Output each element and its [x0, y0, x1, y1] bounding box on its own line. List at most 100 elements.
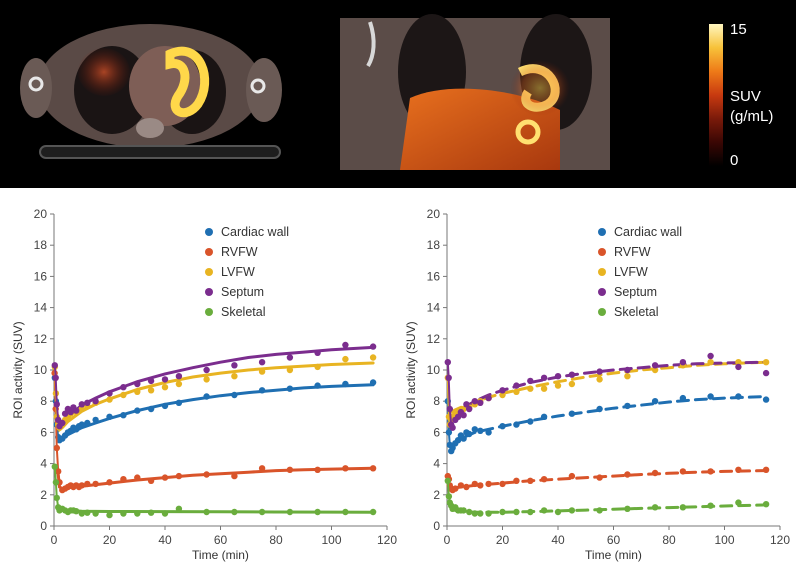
- data-point-skeletal: [120, 510, 127, 517]
- legend-marker: [205, 268, 213, 276]
- data-point-cardiac-wall: [147, 405, 155, 413]
- data-point-rvfw: [84, 480, 91, 488]
- y-tick-label: 14: [427, 301, 441, 315]
- data-point-septum: [596, 368, 603, 375]
- data-point-cardiac-wall: [175, 399, 183, 406]
- x-tick-label: 0: [51, 533, 58, 547]
- data-point-cardiac-wall: [92, 416, 99, 424]
- data-point-skeletal: [679, 504, 687, 511]
- data-point-septum: [707, 352, 714, 360]
- data-point-lvfw: [568, 380, 576, 388]
- data-point-rvfw: [457, 482, 465, 489]
- data-point-septum: [51, 362, 58, 369]
- data-point-skeletal: [707, 502, 714, 509]
- legend-label: LVFW: [614, 265, 648, 279]
- data-point-rvfw: [624, 471, 631, 478]
- data-point-skeletal: [134, 510, 141, 517]
- data-point-cardiac-wall: [651, 398, 659, 405]
- data-point-rvfw: [106, 479, 113, 486]
- data-point-septum: [369, 343, 377, 350]
- data-point-rvfw: [568, 472, 576, 480]
- data-point-skeletal: [466, 508, 473, 516]
- y-tick-label: 8: [40, 394, 47, 408]
- data-point-septum: [231, 362, 238, 369]
- data-point-cardiac-wall: [707, 393, 714, 400]
- legend-marker: [205, 288, 213, 296]
- data-point-septum: [92, 398, 99, 405]
- data-point-skeletal: [485, 510, 492, 517]
- data-point-rvfw: [92, 480, 99, 488]
- data-point-septum: [762, 369, 770, 377]
- data-point-septum: [59, 419, 66, 427]
- data-point-septum: [485, 394, 492, 402]
- data-point-cardiac-wall: [485, 429, 492, 436]
- data-point-skeletal: [175, 505, 183, 512]
- axial-slice: [20, 24, 282, 159]
- data-point-lvfw: [596, 376, 603, 383]
- data-point-skeletal: [540, 507, 548, 514]
- data-point-septum: [471, 398, 478, 405]
- y-tick-label: 20: [427, 207, 441, 221]
- x-axis-label: Time (min): [192, 548, 249, 562]
- data-point-cardiac-wall: [286, 385, 294, 392]
- chart-panel-left: 0 2 4 6 8 10 12 14 16 18 20 0 20 40 60 80 100 120 Time (mi…: [11, 207, 397, 562]
- x-tick-label: 60: [607, 533, 621, 547]
- data-point-lvfw: [120, 391, 127, 399]
- y-tick-label: 2: [40, 488, 47, 502]
- x-tick-label: 120: [377, 533, 397, 547]
- y-tick-label: 0: [433, 519, 440, 533]
- data-point-skeletal: [554, 508, 562, 516]
- colorbar-gradient: [709, 24, 723, 166]
- data-point-septum: [78, 401, 86, 408]
- x-tick-label: 40: [158, 533, 172, 547]
- pet-ct-image-panel: 15 SUV (g/mL) 0: [0, 0, 796, 188]
- data-point-skeletal: [231, 508, 238, 516]
- colorbar-unit-label-line2: (g/mL): [730, 108, 774, 125]
- data-point-septum: [651, 362, 659, 369]
- data-point-skeletal: [596, 507, 603, 514]
- data-point-cardiac-wall: [477, 427, 484, 434]
- data-point-skeletal: [499, 508, 506, 516]
- data-point-skeletal: [624, 505, 631, 512]
- data-point-lvfw: [106, 396, 113, 403]
- data-point-skeletal: [477, 510, 484, 517]
- data-point-rvfw: [161, 474, 169, 481]
- legend-marker: [598, 288, 606, 296]
- data-point-lvfw: [540, 385, 548, 392]
- data-point-septum: [314, 349, 321, 356]
- data-point-lvfw: [527, 385, 534, 392]
- data-point-septum: [463, 401, 470, 408]
- data-point-rvfw: [231, 472, 238, 480]
- legend-marker: [205, 228, 213, 236]
- data-point-lvfw: [651, 366, 659, 374]
- data-point-rvfw: [452, 485, 459, 492]
- data-point-rvfw: [369, 465, 377, 472]
- data-point-rvfw: [679, 468, 687, 475]
- data-point-septum: [286, 354, 294, 361]
- data-point-cardiac-wall: [120, 412, 127, 419]
- y-tick-label: 10: [427, 363, 441, 377]
- data-point-septum: [106, 390, 113, 397]
- data-point-lvfw: [203, 376, 210, 383]
- data-point-septum: [466, 405, 473, 413]
- data-point-lvfw: [78, 405, 86, 413]
- data-point-cardiac-wall: [258, 387, 266, 394]
- legend-marker: [598, 248, 606, 256]
- data-point-rvfw: [485, 480, 492, 488]
- data-point-lvfw: [707, 359, 714, 366]
- legend-marker: [598, 308, 606, 316]
- y-tick-label: 12: [427, 332, 441, 346]
- y-tick-label: 0: [40, 519, 47, 533]
- y-tick-label: 8: [433, 394, 440, 408]
- data-point-lvfw: [342, 355, 349, 363]
- data-point-septum: [147, 377, 155, 385]
- data-point-cardiac-wall: [106, 413, 113, 420]
- data-point-skeletal: [53, 494, 60, 502]
- data-point-lvfw: [175, 380, 183, 388]
- x-tick-label: 80: [269, 533, 283, 547]
- chart-panel-right: 0 2 4 6 8 10 12 14 16 18 20 0 20 40 60 80 100 120 Time (mi…: [404, 207, 790, 562]
- fit-line-rvfw: [449, 469, 768, 491]
- data-point-cardiac-wall: [596, 405, 603, 413]
- data-point-cardiac-wall: [342, 380, 349, 388]
